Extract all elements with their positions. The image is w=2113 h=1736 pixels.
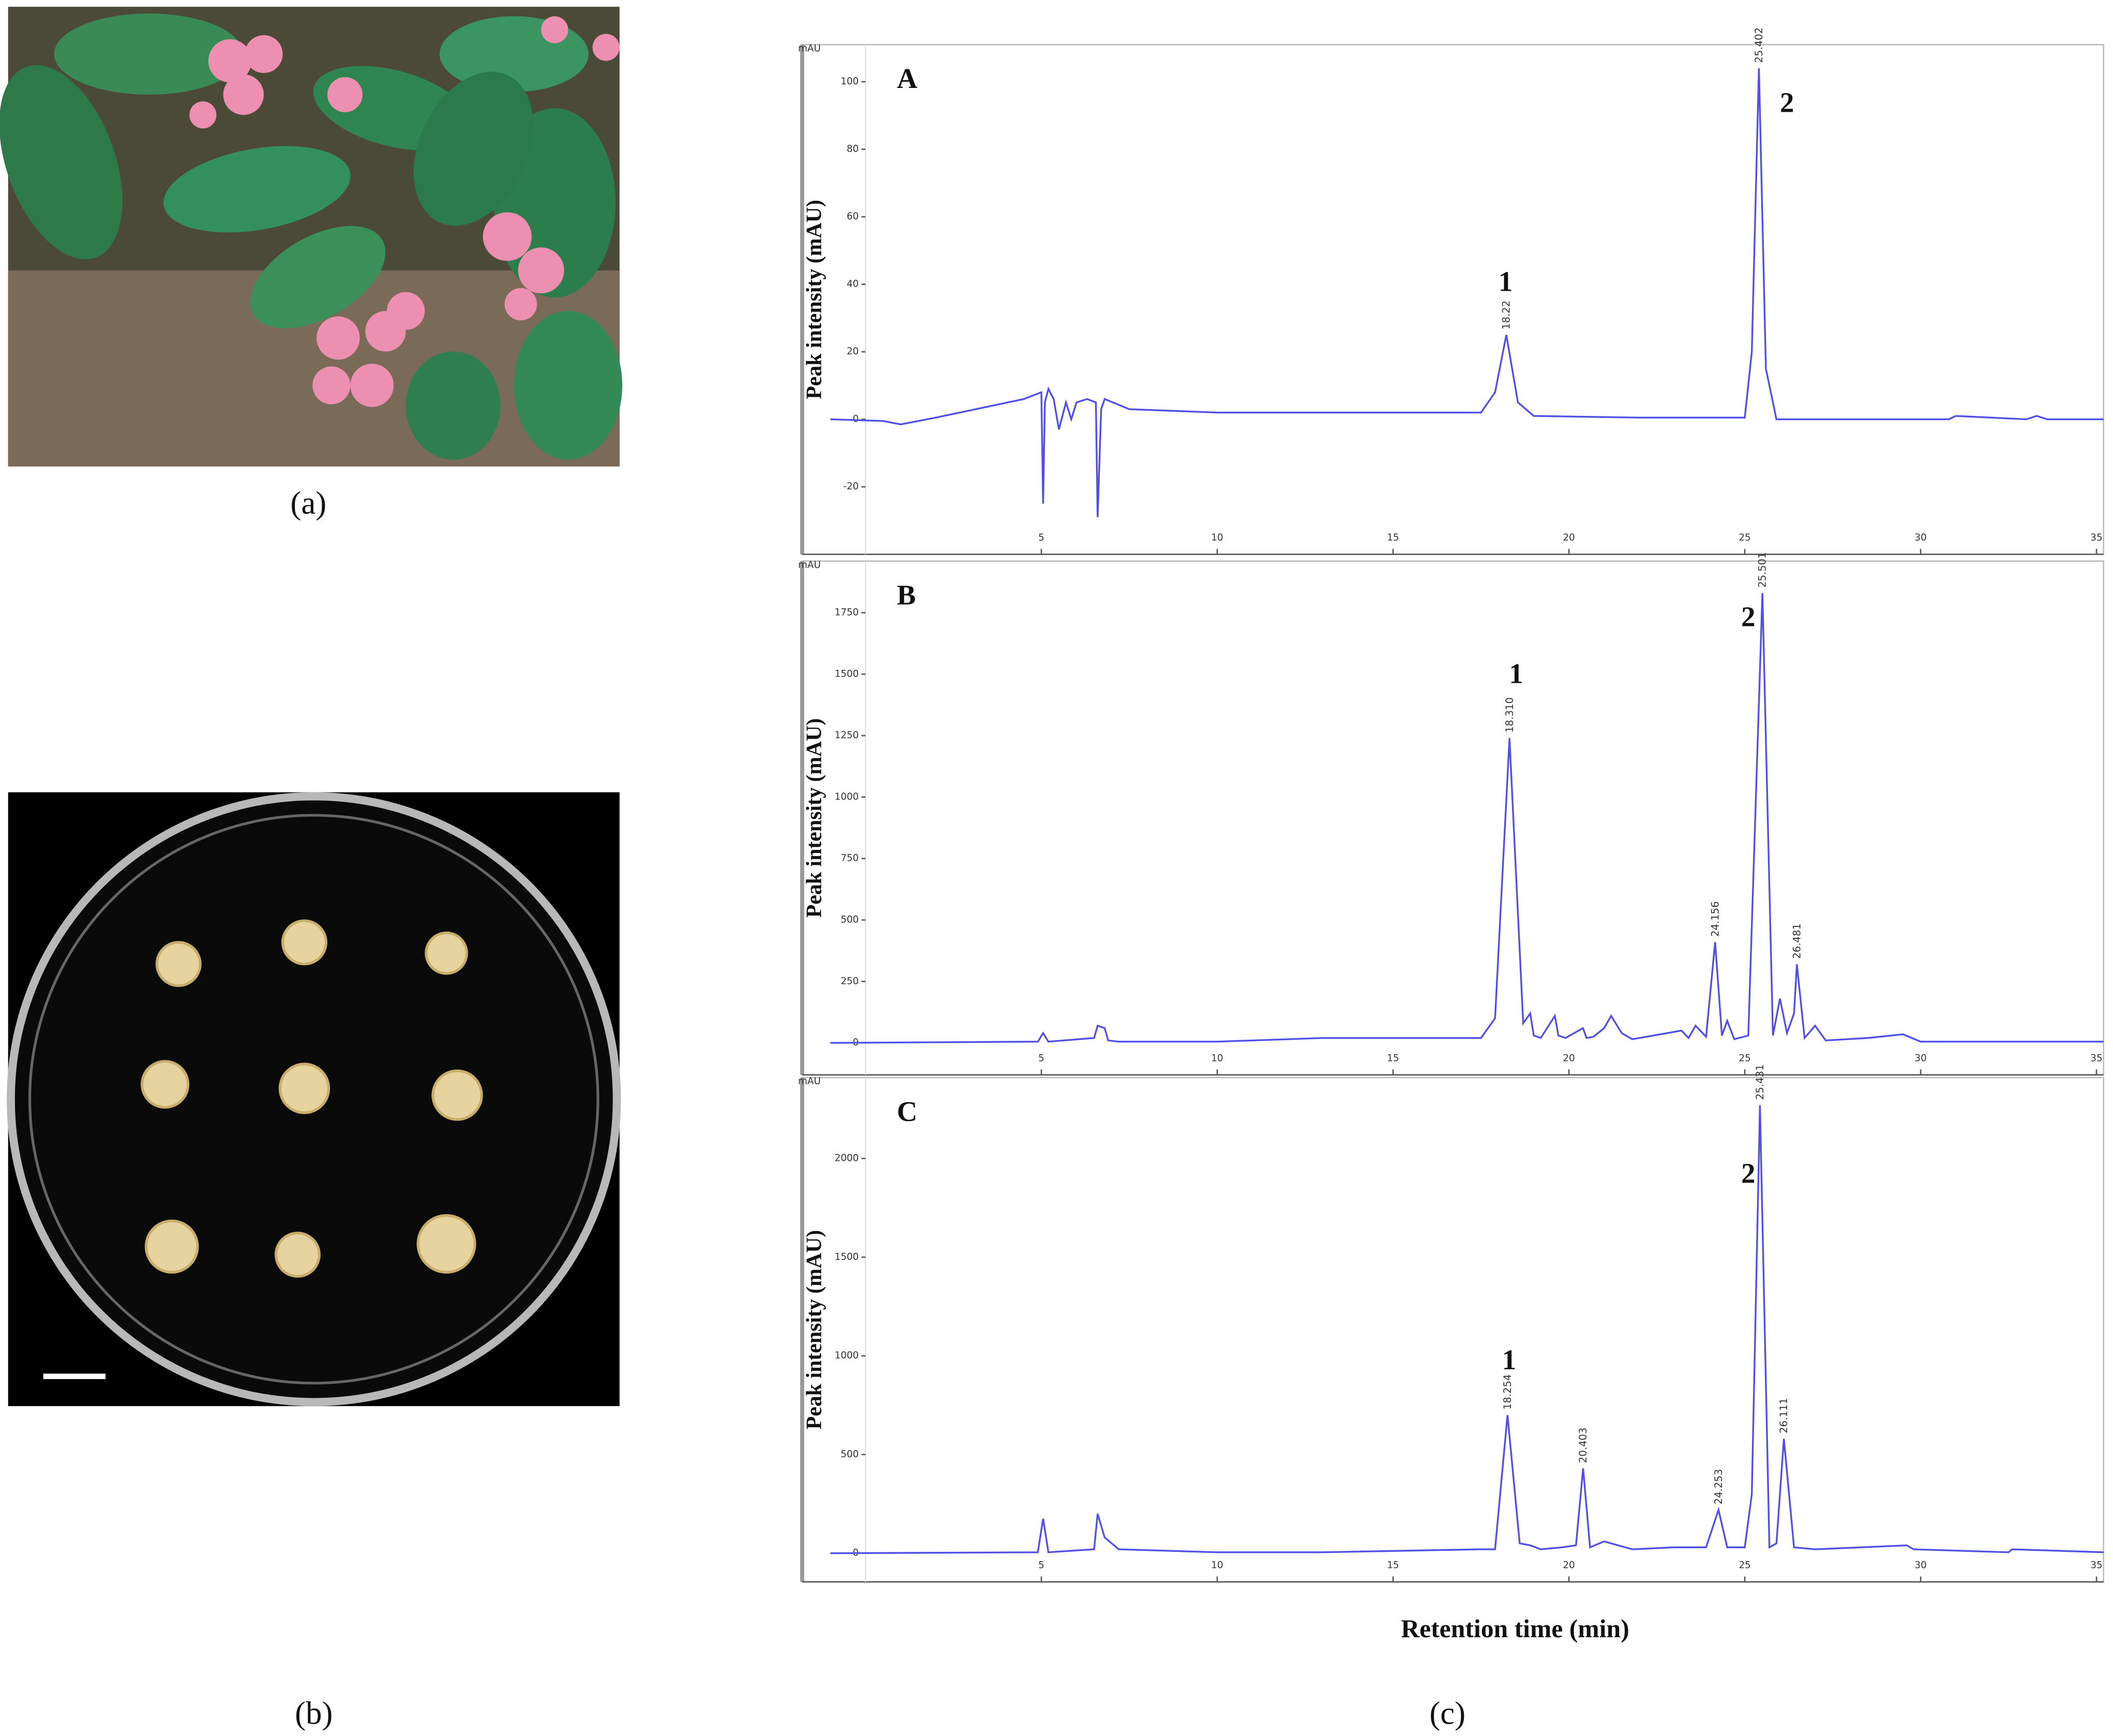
caption: (b): [295, 1695, 333, 1731]
peak-number: 1: [1502, 1344, 1516, 1375]
y-tick-label: -20: [843, 481, 859, 492]
peak-label: 20.403: [1577, 1428, 1589, 1463]
y-tick-label: 1500: [835, 668, 859, 679]
chromatogram-line: [830, 68, 2104, 517]
x-tick-label: 35: [2090, 1053, 2102, 1064]
panel-title: A: [897, 63, 918, 94]
x-tick-label: 10: [1211, 1560, 1223, 1571]
x-axis-label: Retention time (min): [1401, 1614, 1629, 1643]
y-tick-label: 0: [852, 414, 859, 425]
peak-label: 25.501: [1757, 552, 1769, 588]
peak-number: 1: [1509, 657, 1523, 689]
y-tick-label: 40: [847, 279, 859, 290]
x-tick-label: 15: [1387, 1053, 1399, 1064]
y-tick-label: 1000: [835, 1350, 859, 1361]
unit-label: mAU: [798, 43, 821, 54]
x-tick-label: 20: [1563, 532, 1575, 543]
y-tick-label: 1000: [835, 791, 859, 802]
x-tick-label: 20: [1563, 1560, 1575, 1571]
caption: (c): [1429, 1695, 1465, 1731]
peak-number: 2: [1741, 1158, 1755, 1189]
x-tick-label: 35: [2090, 532, 2102, 543]
y-tick-label: 2000: [835, 1153, 859, 1164]
x-tick-label: 15: [1387, 532, 1399, 543]
y-tick-label: 750: [841, 853, 859, 864]
unit-label: mAU: [798, 560, 821, 571]
x-tick-label: 10: [1211, 532, 1223, 543]
petri-dish-photo: [7, 792, 621, 1406]
x-tick-label: 10: [1211, 1053, 1223, 1064]
peak-label: 18.310: [1504, 697, 1516, 733]
caption: (a): [290, 485, 326, 521]
x-tick-label: 15: [1387, 1560, 1399, 1571]
x-tick-label: 25: [1739, 1053, 1750, 1064]
panel-title: B: [897, 579, 916, 610]
peak-number: 2: [1780, 87, 1794, 118]
y-tick-label: 80: [847, 144, 859, 155]
y-tick-label: 1750: [835, 607, 859, 618]
peak-label: 26.111: [1778, 1398, 1790, 1433]
peak-label: 18.22: [1501, 301, 1512, 330]
x-tick-label: 25: [1739, 532, 1750, 543]
y-tick-label: 60: [847, 211, 859, 222]
y-axis-label: Peak intensity (mAU): [802, 200, 826, 399]
chromatogram-line: [830, 1105, 2104, 1554]
y-tick-label: 20: [847, 346, 859, 357]
y-tick-label: 250: [841, 976, 859, 986]
peak-label: 26.481: [1791, 923, 1803, 959]
x-tick-label: 5: [1038, 1053, 1044, 1064]
x-tick-label: 35: [2090, 1560, 2102, 1571]
plot-frame: [801, 560, 2105, 1076]
x-tick-label: 30: [1914, 1560, 1926, 1571]
peak-label: 24.253: [1713, 1469, 1725, 1505]
y-tick-label: 1500: [835, 1251, 859, 1262]
x-tick-label: 30: [1914, 1053, 1926, 1064]
x-tick-label: 5: [1038, 532, 1044, 543]
peak-number: 1: [1498, 266, 1512, 297]
x-tick-label: 30: [1914, 532, 1926, 543]
unit-label: mAU: [798, 1076, 821, 1087]
plot-frame: [801, 43, 2105, 555]
y-axis-label: Peak intensity (mAU): [802, 1230, 826, 1430]
peak-label: 18.254: [1502, 1374, 1513, 1410]
peak-label: 25.402: [1753, 27, 1765, 63]
y-tick-label: 100: [841, 76, 859, 87]
peak-label: 25.431: [1754, 1065, 1766, 1100]
y-tick-label: 500: [841, 915, 859, 925]
plant-photo: [0, 7, 623, 467]
chromatogram-line: [830, 593, 2104, 1044]
panel-title: C: [897, 1096, 918, 1127]
x-tick-label: 25: [1739, 1560, 1750, 1571]
plot-frame: [801, 1076, 2105, 1583]
y-axis-label: Peak intensity (mAU): [802, 718, 826, 918]
peak-number: 2: [1741, 601, 1755, 633]
y-tick-label: 1250: [835, 730, 859, 741]
y-tick-label: 500: [841, 1449, 859, 1460]
peak-label: 24.156: [1709, 901, 1721, 937]
x-tick-label: 20: [1563, 1053, 1575, 1064]
x-tick-label: 5: [1038, 1560, 1044, 1571]
